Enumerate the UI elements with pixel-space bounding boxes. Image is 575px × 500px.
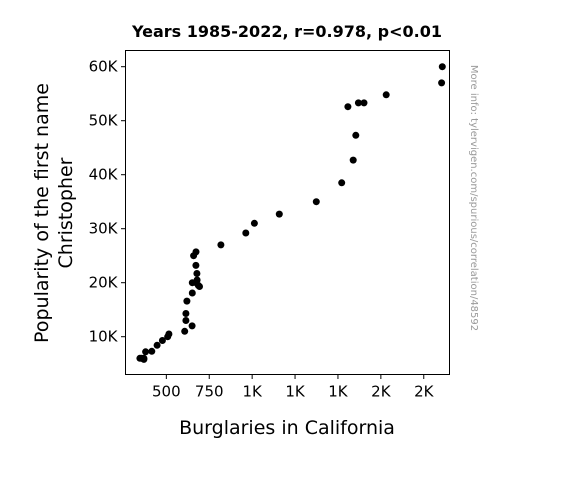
data-point [275,210,283,218]
x-tick-label: 2K [414,383,435,401]
watermark: More info: tylervigen.com/spurious/corre… [468,65,479,331]
data-point [182,317,190,324]
y-tick-label: 30K [89,220,119,238]
data-point [360,99,368,107]
points-layer [136,63,446,363]
x-tick-label: 750 [195,383,224,401]
y-axis-label-line-1: Popularity of the first name [31,83,53,343]
data-point [188,289,196,297]
data-point [142,348,150,356]
data-point [312,198,320,206]
data-point [438,79,446,87]
x-tick-label: 2K [371,383,392,401]
ticks-layer: 500 750 1K 1K 1K 2K 2K 10K 20K 30K 40K 50K 60K [89,58,435,401]
y-axis-label-line-2: Christopher [55,157,77,268]
data-point [349,156,357,164]
data-point [344,103,352,111]
x-tick-label: 1K [242,383,263,401]
data-point [382,91,390,99]
data-point [183,297,191,305]
y-axis-label: Popularity of the first name Christopher [31,83,77,343]
x-tick-label: 1K [328,383,349,401]
y-tick-label: 50K [89,112,119,130]
data-point [164,333,172,341]
plot-area [125,50,450,375]
data-point [338,179,346,187]
data-point [192,261,200,269]
data-point [136,354,144,362]
data-point [250,219,258,227]
y-tick-label: 10K [89,328,119,346]
chart-title: Years 1985-2022, r=0.978, p<0.01 [131,22,442,41]
x-tick-label: 1K [285,383,306,401]
data-point [188,322,196,330]
data-point [196,283,203,290]
data-point [354,99,362,107]
x-axis-label: Burglaries in California [179,417,395,439]
y-tick-label: 60K [89,58,119,76]
data-point [217,241,225,249]
data-point [352,131,360,139]
y-tick-label: 40K [89,166,119,184]
x-tick-label: 500 [152,383,181,401]
data-point [193,270,201,277]
data-point [148,347,156,355]
data-point [190,252,198,260]
data-point [181,327,189,335]
data-point [182,310,190,317]
data-point [158,337,166,344]
data-point [153,341,161,349]
data-point [438,63,446,71]
y-tick-label: 20K [89,274,119,292]
data-point [242,229,250,237]
